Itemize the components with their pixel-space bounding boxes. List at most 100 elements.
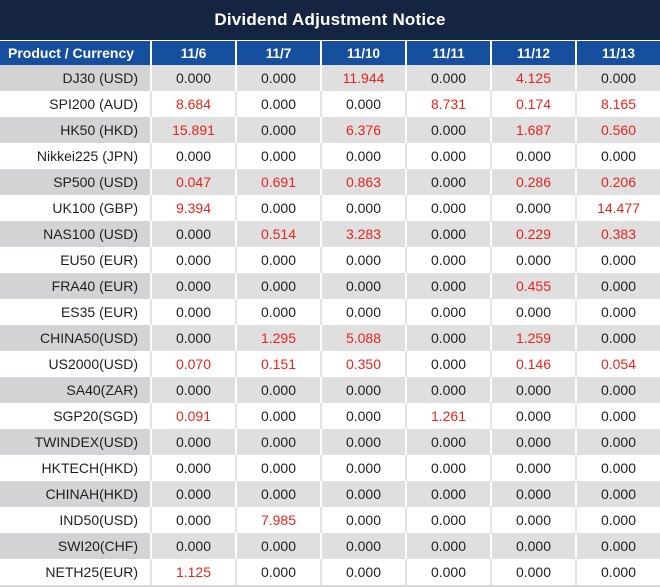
dividend-value-cell: 0.000 [575,247,660,273]
product-name-cell: TWINDEX(USD) [0,429,150,455]
dividend-value-cell: 0.000 [235,247,320,273]
dividend-value-cell: 0.000 [575,429,660,455]
product-name-cell: IND50(USD) [0,507,150,533]
table-row: ES35 (EUR) 0.000 0.000 0.000 0.000 0.000 0.000 [0,299,660,325]
dividend-value-cell: 14.477 [575,195,660,221]
dividend-value-cell: 0.000 [575,403,660,429]
dividend-value-cell: 0.000 [150,533,235,559]
dividend-value-cell: 0.000 [405,65,490,91]
dividend-value-cell: 8.684 [150,91,235,117]
dividend-value-cell: 0.000 [405,481,490,507]
dividend-value-cell: 0.514 [235,221,320,247]
dividend-value-cell: 6.376 [320,117,405,143]
dividend-value-cell: 0.000 [490,377,575,403]
dividend-value-cell: 8.731 [405,91,490,117]
dividend-value-cell: 0.146 [490,351,575,377]
table-row: SGP20(SGD) 0.091 0.000 0.000 1.261 0.000 0.000 [0,403,660,429]
product-name-cell: HKTECH(HKD) [0,455,150,481]
dividend-value-cell: 0.000 [235,481,320,507]
dividend-value-cell: 0.000 [150,143,235,169]
dividend-value-cell: 0.560 [575,117,660,143]
dividend-value-cell: 0.000 [575,377,660,403]
dividend-value-cell: 0.000 [320,559,405,585]
dividend-value-cell: 0.047 [150,169,235,195]
dividend-value-cell: 0.000 [235,117,320,143]
product-name-cell: CHINA50(USD) [0,325,150,351]
dividend-value-cell: 0.000 [575,559,660,585]
dividend-value-cell: 0.000 [490,143,575,169]
dividend-value-cell: 7.985 [235,507,320,533]
dividend-value-cell: 0.000 [405,377,490,403]
dividend-value-cell: 0.000 [150,481,235,507]
product-name-cell: Nikkei225 (JPN) [0,143,150,169]
dividend-value-cell: 0.000 [150,455,235,481]
product-name-cell: DJ30 (USD) [0,65,150,91]
dividend-value-cell: 0.000 [235,429,320,455]
dividend-value-cell: 15.891 [150,117,235,143]
dividend-value-cell: 0.000 [490,195,575,221]
dividend-value-cell: 9.394 [150,195,235,221]
dividend-value-cell: 0.000 [490,429,575,455]
dividend-value-cell: 0.000 [405,273,490,299]
dividend-value-cell: 0.000 [405,195,490,221]
product-name-cell: SGP20(SGD) [0,403,150,429]
dividend-value-cell: 0.000 [150,299,235,325]
dividend-value-cell: 0.000 [320,533,405,559]
dividend-value-cell: 0.455 [490,273,575,299]
dividend-value-cell: 0.000 [405,221,490,247]
dividend-value-cell: 0.000 [575,273,660,299]
next-row-clipped-strip [0,585,660,587]
date-column-header: 11/13 [575,41,660,65]
dividend-value-cell: 0.000 [490,299,575,325]
dividend-value-cell: 0.000 [150,507,235,533]
dividend-value-cell: 0.000 [235,403,320,429]
dividend-value-cell: 0.000 [150,247,235,273]
table-row: EU50 (EUR) 0.000 0.000 0.000 0.000 0.000 0.000 [0,247,660,273]
table-row: DJ30 (USD) 0.000 0.000 11.944 0.000 4.125 0.00… [0,65,660,91]
table-row: TWINDEX(USD) 0.000 0.000 0.000 0.000 0.000 0.0… [0,429,660,455]
table-row: FRA40 (EUR) 0.000 0.000 0.000 0.000 0.455 0.00… [0,273,660,299]
dividend-value-cell: 0.383 [575,221,660,247]
dividend-value-cell: 0.000 [405,559,490,585]
table-row: NETH25(EUR) 1.125 0.000 0.000 0.000 0.000 0.00… [0,559,660,585]
dividend-value-cell: 0.000 [235,273,320,299]
dividend-value-cell: 0.000 [490,507,575,533]
date-column-header: 11/12 [490,41,575,65]
dividend-value-cell: 0.000 [235,533,320,559]
product-name-cell: SP500 (USD) [0,169,150,195]
table-row: SWI20(CHF) 0.000 0.000 0.000 0.000 0.000 0.000 [0,533,660,559]
table-row: US2000(USD) 0.070 0.151 0.350 0.000 0.146 0.05… [0,351,660,377]
dividend-value-cell: 0.000 [320,91,405,117]
dividend-value-cell: 0.000 [320,455,405,481]
dividend-value-cell: 0.863 [320,169,405,195]
dividend-value-cell: 0.000 [235,377,320,403]
dividend-value-cell: 0.000 [320,403,405,429]
dividend-value-cell: 0.000 [575,533,660,559]
table-body: DJ30 (USD) 0.000 0.000 11.944 0.000 4.125 0.00… [0,65,660,585]
dividend-value-cell: 0.000 [320,273,405,299]
product-name-cell: NAS100 (USD) [0,221,150,247]
dividend-value-cell: 0.000 [575,65,660,91]
dividend-value-cell: 0.091 [150,403,235,429]
dividend-value-cell: 0.000 [150,377,235,403]
page-title: Dividend Adjustment Notice [214,10,446,29]
dividend-value-cell: 0.000 [405,299,490,325]
table-row: CHINAH(HKD) 0.000 0.000 0.000 0.000 0.000 0.00… [0,481,660,507]
table-row: IND50(USD) 0.000 7.985 0.000 0.000 0.000 0.000 [0,507,660,533]
dividend-value-cell: 0.000 [150,65,235,91]
dividend-value-cell: 1.687 [490,117,575,143]
dividend-value-cell: 0.000 [235,299,320,325]
dividend-value-cell: 0.054 [575,351,660,377]
dividend-value-cell: 0.000 [490,455,575,481]
dividend-value-cell: 0.000 [575,325,660,351]
date-column-header: 11/11 [405,41,490,65]
table-row: HK50 (HKD) 15.891 0.000 6.376 0.000 1.687 0.56… [0,117,660,143]
product-name-cell: SA40(ZAR) [0,377,150,403]
dividend-value-cell: 0.000 [320,377,405,403]
dividend-value-cell: 3.283 [320,221,405,247]
dividend-value-cell: 0.000 [405,455,490,481]
dividend-value-cell: 0.000 [575,299,660,325]
product-name-cell: ES35 (EUR) [0,299,150,325]
dividend-value-cell: 0.000 [150,273,235,299]
dividend-value-cell: 0.000 [405,169,490,195]
